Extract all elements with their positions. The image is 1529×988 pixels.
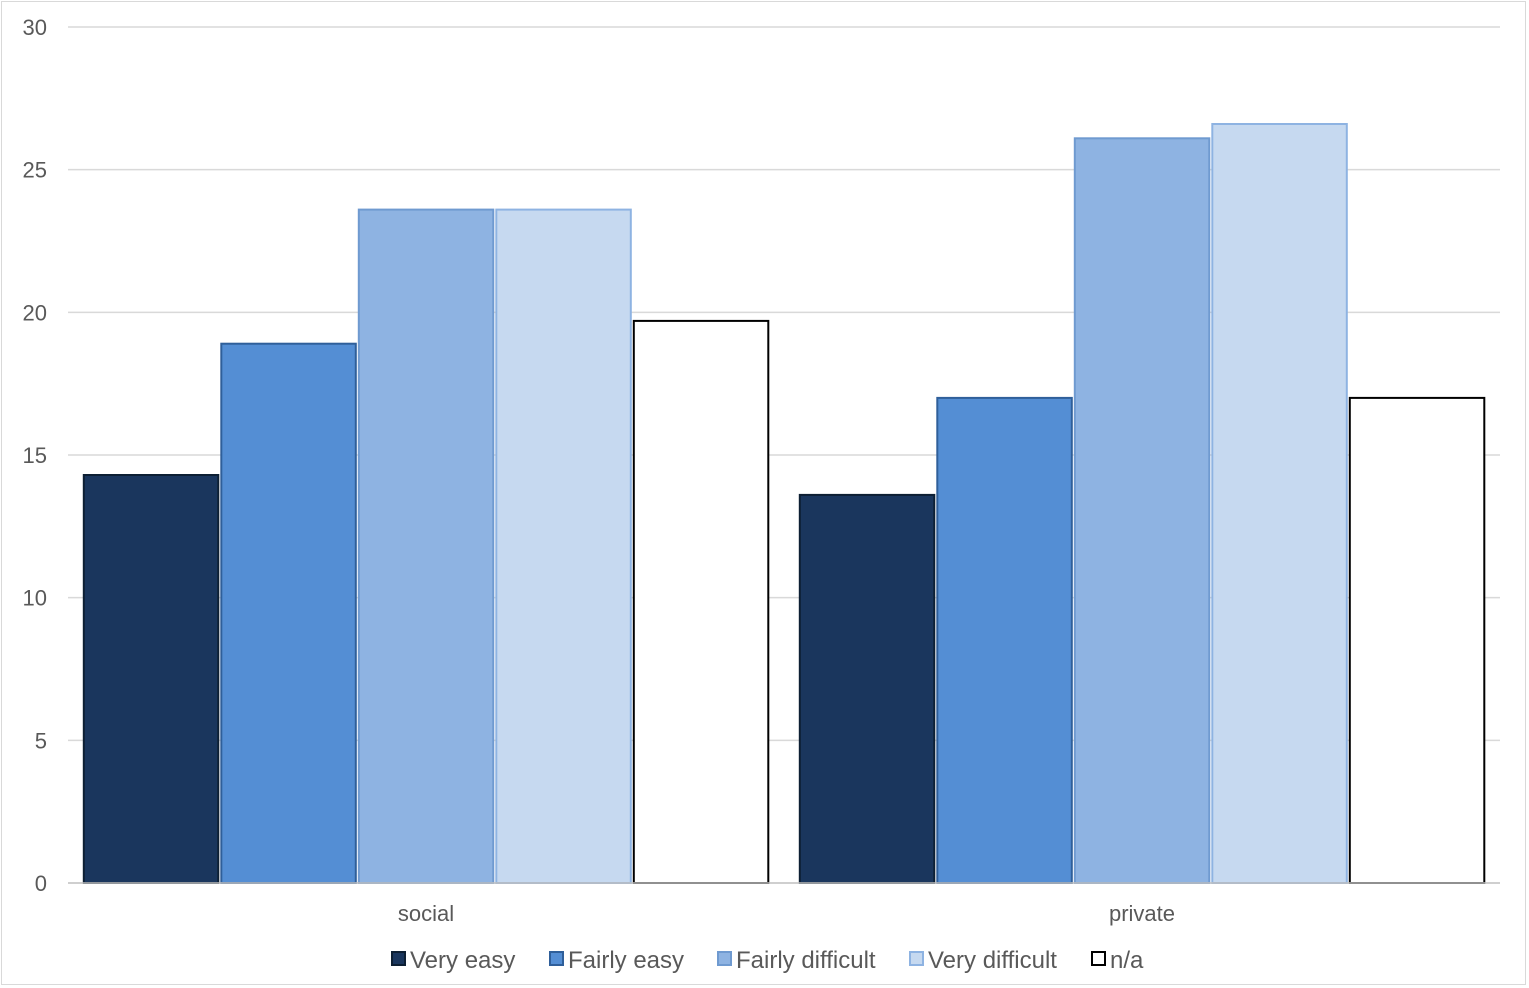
bar-private-very-difficult: [1211, 123, 1348, 884]
bars: [82, 123, 1486, 885]
legend-label: Very easy: [410, 947, 515, 974]
y-tick-label: 10: [23, 586, 47, 611]
y-tick-label: 30: [23, 15, 47, 40]
bar-private-fairly-difficult: [1073, 137, 1211, 885]
legend-swatch: [391, 951, 406, 966]
bar-social-fairly-difficult: [357, 208, 495, 885]
bar-social-very-easy: [82, 474, 220, 884]
bar-private-n-a: [1348, 396, 1486, 884]
legend-swatch: [909, 951, 924, 966]
bar-private-fairly-easy: [936, 396, 1073, 884]
bar-social-very-difficult: [495, 208, 632, 885]
legend-label: Fairly difficult: [736, 947, 876, 974]
y-tick-label: 0: [35, 871, 47, 896]
bar-social-fairly-easy: [220, 342, 357, 884]
bar-private-very-easy: [798, 493, 936, 884]
y-axis-ticks: 0 5 10 15 20 25 30: [23, 15, 47, 896]
bar-social-n-a: [632, 319, 770, 884]
y-tick-label: 5: [35, 728, 47, 753]
legend-swatch: [717, 951, 732, 966]
x-axis-categories: social private: [398, 901, 1175, 926]
legend-label: n/a: [1110, 947, 1144, 974]
x-category-label: private: [1109, 901, 1175, 926]
y-tick-label: 20: [23, 300, 47, 325]
legend-swatch: [1091, 951, 1106, 966]
legend: Very easy Fairly easy Fairly difficult Very…: [391, 947, 1144, 974]
y-tick-label: 25: [23, 158, 47, 183]
legend-label: Very difficult: [928, 947, 1057, 974]
legend-swatch: [549, 951, 564, 966]
legend-label: Fairly easy: [568, 947, 684, 974]
y-tick-label: 15: [23, 443, 47, 468]
x-category-label: social: [398, 901, 454, 926]
